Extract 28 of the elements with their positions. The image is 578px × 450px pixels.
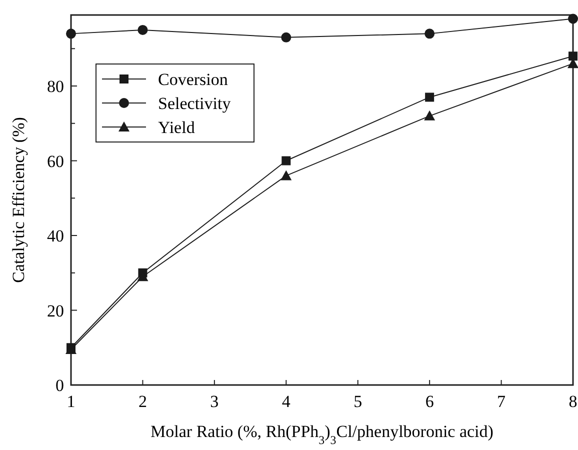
x-tick-label: 6 (425, 392, 434, 411)
legend-label: Selectivity (158, 94, 232, 113)
point (424, 28, 435, 39)
point (568, 14, 578, 24)
y-tick-label: 80 (47, 77, 64, 96)
x-tick-label: 3 (210, 392, 219, 411)
x-tick-label: 8 (568, 392, 578, 411)
point (425, 92, 434, 102)
y-tick-label: 0 (56, 376, 64, 395)
x-tick-label: 2 (138, 392, 147, 411)
x-tick-label: 4 (282, 392, 291, 411)
y-tick-label: 20 (47, 301, 64, 320)
x-tick-label: 5 (354, 392, 362, 411)
point (138, 24, 148, 35)
point (281, 32, 292, 42)
x-axis-title: Molar Ratio (%, Rh(PPh$_{3}$)$_{3}$Cl/phenylboronic acid) (150, 422, 494, 447)
point (66, 28, 76, 39)
y-axis-title: Catalytic Efficiency (%) (9, 117, 28, 283)
y-tick-label: 60 (47, 152, 64, 171)
point (568, 52, 578, 61)
legend-label: Coversion (158, 70, 228, 89)
point (282, 156, 291, 166)
legend-label: Yield (158, 118, 196, 137)
x-tick-label: 7 (497, 392, 506, 411)
point (280, 170, 292, 180)
y-tick-label: 40 (47, 226, 64, 246)
point (424, 110, 436, 120)
x-tick-label: 1 (66, 392, 76, 411)
